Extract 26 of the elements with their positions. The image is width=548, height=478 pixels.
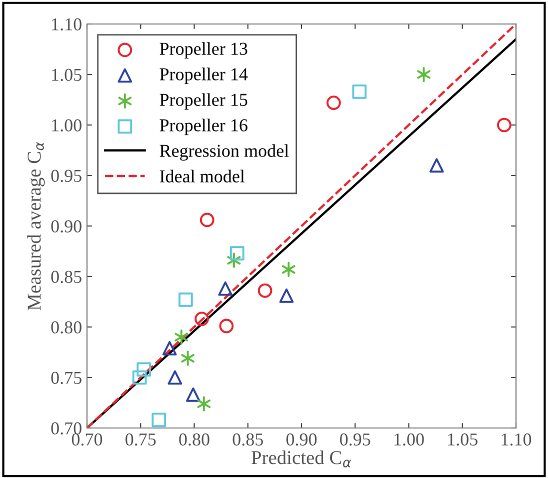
y-tick-label: 1.10 — [52, 18, 82, 31]
x-tick-label: 0.95 — [340, 433, 370, 446]
x-tick-label: 0.70 — [72, 433, 102, 446]
legend-label: Regression model — [160, 144, 289, 161]
y-tick-label: 1.00 — [52, 119, 82, 132]
x-tick-label: 1.00 — [394, 433, 424, 446]
y-tick-label: 0.70 — [51, 422, 82, 435]
legend-label: Propeller 13 — [160, 42, 248, 59]
y-axis-title: Measured average C$_{α}$ — [27, 142, 45, 310]
x-tick-label: 0.85 — [232, 433, 263, 446]
legend-label: Ideal model — [160, 170, 245, 182]
y-tick-label: 0.75 — [51, 372, 82, 384]
x-tick-label: 0.90 — [286, 433, 317, 446]
x-tick-label: 0.80 — [179, 433, 210, 446]
x-tick-label: 1.05 — [448, 433, 478, 446]
legend-label: Propeller 14 — [160, 68, 248, 84]
y-tick-label: 1.05 — [52, 68, 82, 82]
legend-label: Propeller 16 — [160, 118, 248, 136]
y-tick-label: 0.90 — [51, 220, 82, 233]
x-axis-title: Predicted C$_{α}$ — [252, 450, 352, 468]
y-tick-label: 0.95 — [51, 170, 82, 182]
legend-label: Propeller 15 — [160, 93, 248, 110]
x-tick-label: 1.10 — [502, 433, 532, 446]
y-tick-label: 0.85 — [51, 270, 82, 284]
y-tick-label: 0.80 — [51, 321, 82, 334]
x-tick-label: 0.75 — [126, 433, 156, 446]
